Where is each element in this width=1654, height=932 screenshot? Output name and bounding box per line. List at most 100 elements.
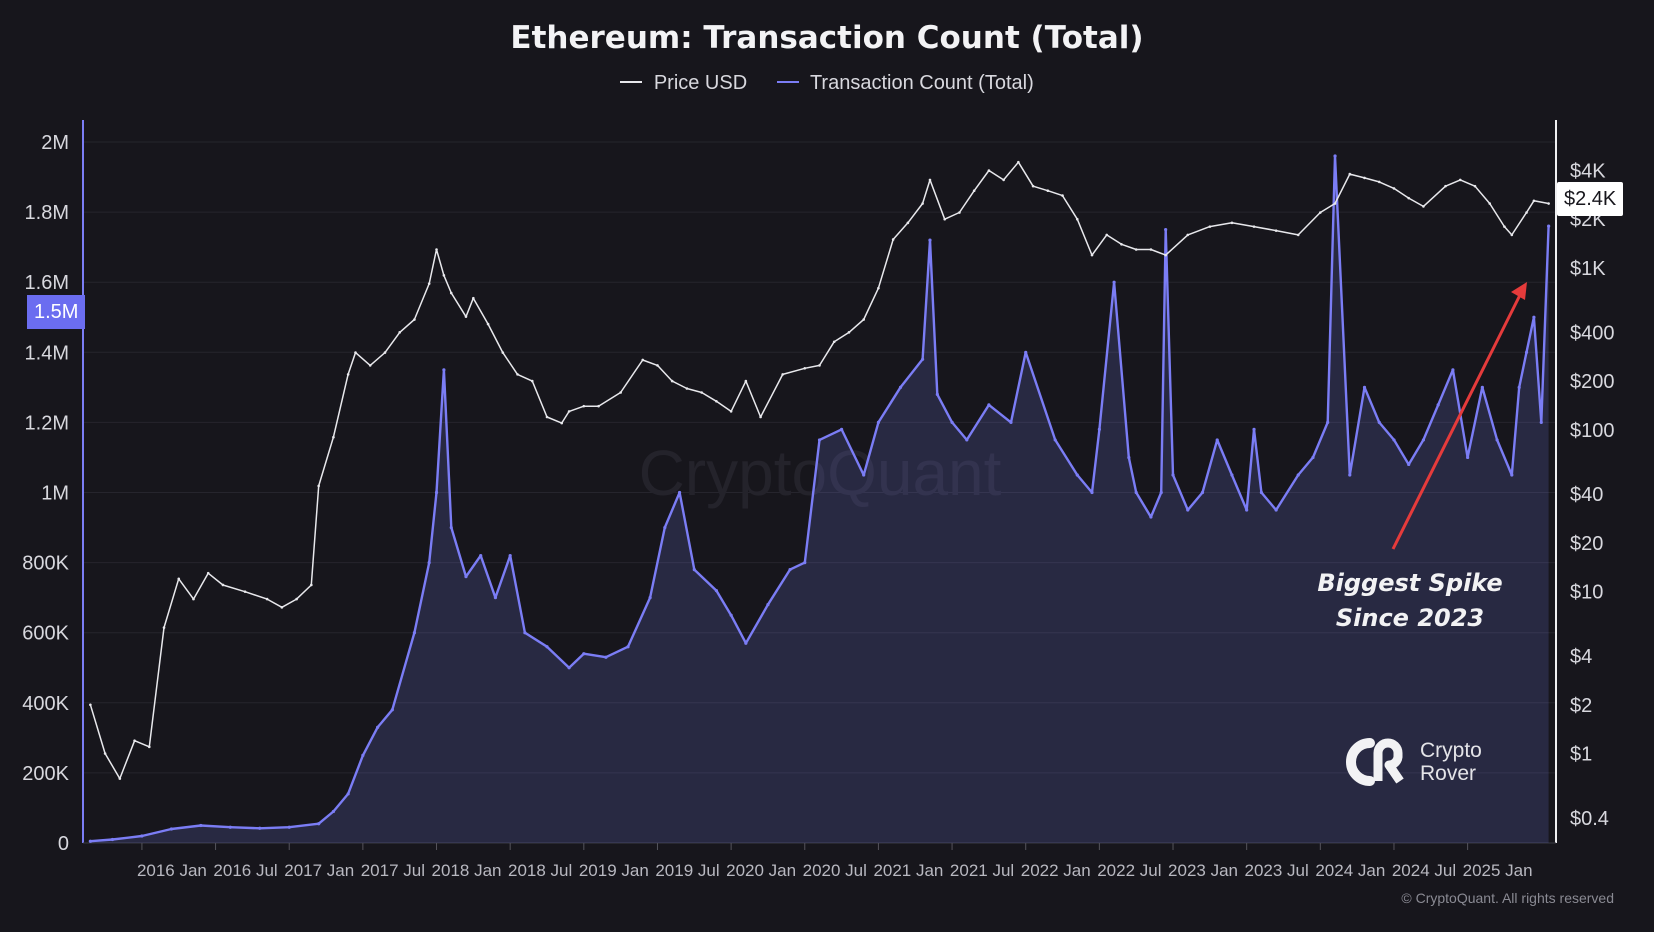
data-point-price [832, 340, 836, 344]
data-point-price [921, 202, 924, 205]
legend-swatch-price [620, 80, 643, 83]
data-point-price [206, 571, 210, 575]
data-point-price [803, 366, 807, 370]
data-point-price [530, 379, 534, 383]
legend-label-price: Price USD [653, 72, 748, 94]
data-point-count [1333, 154, 1337, 158]
data-point-price [486, 322, 490, 326]
annotation-arrow-head [1511, 282, 1527, 300]
data-point-count [1149, 515, 1153, 519]
data-point-price [118, 777, 122, 780]
right-axis: $0.4$1$2$4$10$20$40$100$200$400$1K$2K$4K [1555, 120, 1615, 843]
data-point-count [110, 837, 115, 842]
data-point-price [449, 291, 453, 295]
data-point-price [641, 358, 645, 362]
data-point-price [1333, 202, 1337, 205]
data-point-price [987, 169, 991, 172]
brand-logo: Crypto Rover [1340, 735, 1500, 795]
data-point-price [295, 597, 298, 601]
data-point-price [501, 351, 505, 354]
data-point-count [788, 568, 792, 572]
data-point-count [1547, 224, 1551, 228]
data-point-price [1149, 248, 1153, 251]
x-tick-label: 2025 Jan [1463, 861, 1533, 880]
y-tick-label-left: 600K [22, 623, 69, 645]
x-tick-label: 2023 Jan [1168, 861, 1238, 880]
data-point-count [862, 473, 866, 477]
x-tick-label: 2024 Jan [1315, 861, 1385, 880]
data-point-count [677, 490, 682, 495]
data-point-count [199, 823, 203, 828]
data-point-price [1046, 189, 1050, 193]
x-tick-label: 2022 Jan [1021, 861, 1091, 880]
data-point-count [663, 525, 667, 530]
data-point-count [479, 553, 483, 558]
data-point-count [1075, 473, 1079, 477]
data-point-price [567, 410, 571, 413]
legend-item-count[interactable]: Transaction Count (Total) [776, 72, 1034, 95]
x-tick-label: 2021 Jul [950, 861, 1014, 880]
x-tick-label: 2017 Jan [284, 861, 354, 880]
data-point-price [1363, 176, 1366, 180]
data-point-count [935, 392, 939, 396]
data-point-count [1407, 462, 1411, 467]
data-point-count [1348, 473, 1352, 477]
data-point-count [442, 368, 446, 372]
data-point-price [464, 315, 468, 318]
data-point-price [1532, 199, 1536, 203]
data-point-count [744, 641, 748, 645]
data-point-count [427, 561, 431, 565]
data-point-price [1274, 229, 1278, 232]
x-tick-label: 2016 Jan [137, 861, 207, 880]
data-point-count [346, 792, 350, 796]
annotation-arrow [1391, 288, 1525, 550]
data-point-count [1186, 508, 1190, 512]
data-point-price [310, 583, 313, 587]
data-point-count [729, 613, 733, 617]
data-point-price [192, 597, 195, 601]
data-point-count [1451, 368, 1455, 372]
data-point-price [700, 391, 703, 394]
data-point-count [1362, 385, 1367, 389]
legend-swatch-count [776, 80, 799, 83]
series-line-count [90, 154, 1550, 843]
data-point-price [1164, 253, 1167, 257]
data-point-price [1510, 233, 1514, 237]
y-tick-label-right: $2 [1570, 695, 1592, 717]
left-axis: 0 200K 400K 600K 800K 1M 1.2M 1.4M 1.6M 1.8M 2M [22, 120, 84, 855]
data-point-price [427, 282, 431, 285]
data-point-count [1024, 350, 1028, 354]
data-point-count [567, 666, 571, 670]
y-tick-label-right: $4K [1570, 161, 1606, 183]
cr-logo-icon [1346, 738, 1404, 786]
y-tick-label-left: 0 [58, 833, 69, 855]
legend: Price USD Transaction Count (Total) [0, 72, 1654, 95]
data-point-count [1171, 473, 1175, 477]
data-point-price [1392, 187, 1396, 190]
x-tick-label: 2021 Jan [873, 861, 943, 880]
data-point-price [744, 379, 748, 383]
legend-item-price[interactable]: Price USD [620, 72, 747, 95]
data-point-count [287, 825, 291, 829]
y-tick-label-left: 1.6M [25, 272, 69, 294]
data-point-price [928, 178, 932, 182]
y-tick-label-right: $1 [1570, 744, 1592, 766]
data-point-price [781, 373, 784, 376]
data-point-price [729, 410, 733, 413]
data-point-count [626, 645, 630, 649]
data-point-count [88, 839, 92, 843]
data-point-count [1230, 473, 1234, 477]
watermark: CryptoQuant [639, 437, 1002, 509]
data-point-price [1473, 184, 1477, 188]
data-point-price [398, 331, 401, 334]
data-point-count [582, 652, 586, 656]
data-point-count [508, 553, 512, 558]
data-point-price [280, 606, 284, 609]
y-tick-label-left: 200K [22, 763, 69, 785]
data-point-price [619, 391, 622, 394]
data-point-count [1215, 438, 1219, 442]
x-axis: 2016 Jan 2016 Jul 2017 Jan 2017 Jul 2018 Jan… [83, 842, 1556, 880]
data-point-count [464, 575, 468, 579]
data-point-count [950, 420, 954, 424]
